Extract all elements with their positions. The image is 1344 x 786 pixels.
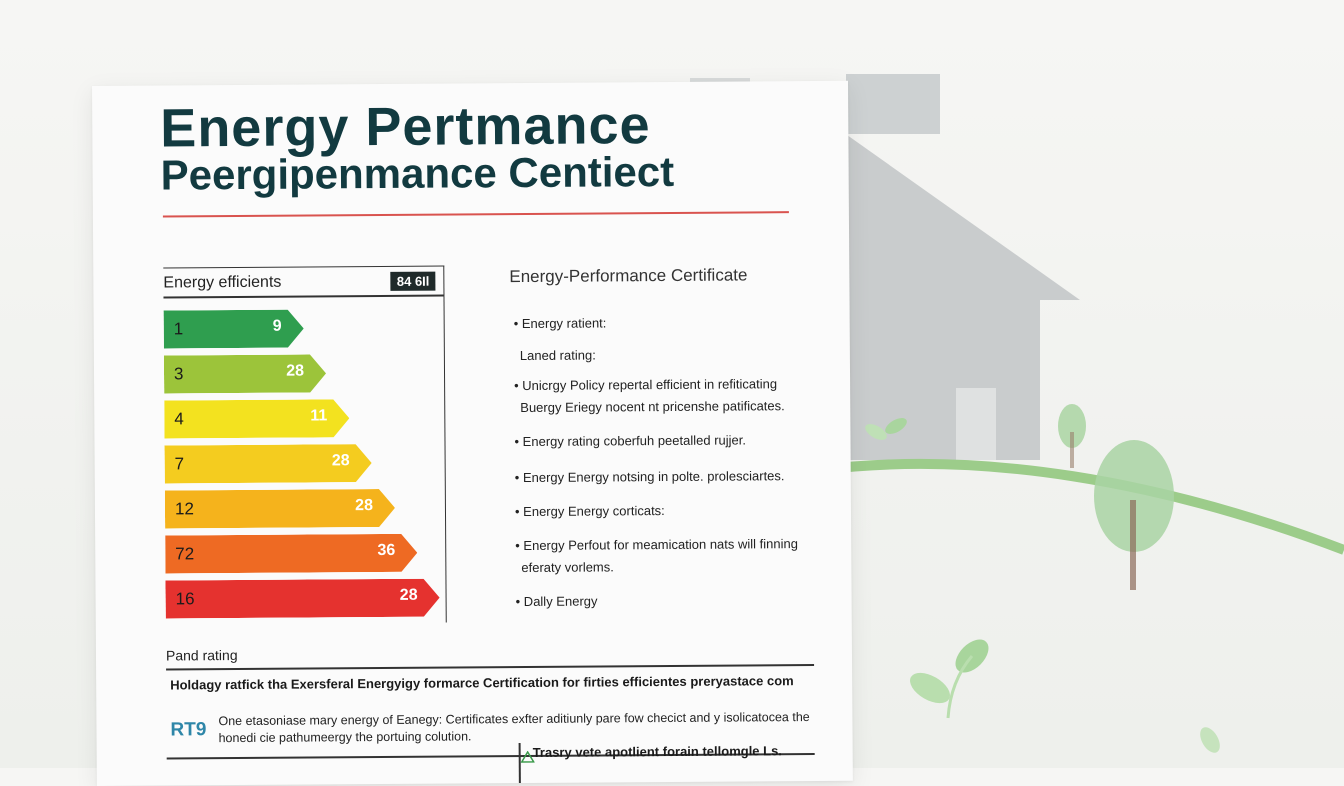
rating-bar-band: 16 xyxy=(175,589,195,609)
leaf-icon xyxy=(1200,727,1220,753)
small-tree-icon xyxy=(1058,404,1086,468)
rating-bar-band: 72 xyxy=(175,544,195,564)
rating-bar-value: 36 xyxy=(377,541,396,560)
sprout-icon xyxy=(865,418,907,440)
rating-bar-value: 28 xyxy=(399,586,418,604)
rating-bar: 16 28 xyxy=(165,579,439,619)
rating-bar-band: 12 xyxy=(174,499,194,519)
side-title: Energy-Performance Certificate xyxy=(509,265,748,287)
rating-bar-value: 11 xyxy=(310,407,328,425)
rating-badge: 84 6Il xyxy=(390,271,436,291)
side-list-item: • Energy rating coberfuh peetalled rujje… xyxy=(514,432,747,450)
bottom-divider xyxy=(166,663,815,670)
rating-label: Pand rating xyxy=(165,646,238,664)
side-list-item: Buergy Eriegy nocent nt pricenshe patifi… xyxy=(520,398,785,416)
side-list-item: eferaty vorlems. xyxy=(521,559,614,576)
rating-bar-value: 28 xyxy=(355,497,373,515)
triangle-icon xyxy=(520,750,535,763)
title-divider xyxy=(162,211,789,218)
document-subtitle: Peergipenmance Centiect xyxy=(160,147,675,199)
side-list-item: • Energy Energy corticats: xyxy=(514,503,665,520)
rating-bar: 4 11 xyxy=(164,399,349,438)
rating-bar-band: 1 xyxy=(173,319,184,339)
rating-bar-band: 3 xyxy=(173,364,184,384)
bottom-text: One etasoniase mary energy of Eanegy: Ce… xyxy=(218,710,810,746)
side-list-item: Laned rating: xyxy=(519,347,596,364)
side-list: • Energy ratient: Laned rating: • Unicrgy … xyxy=(514,311,814,609)
rating-bar-band: 7 xyxy=(174,454,185,474)
rating-bars: 1 9 3 28 4 11 7 28 12 28 72 36 16 28 xyxy=(164,309,440,626)
certificate-sheet: Energy Pertmance Peergipenmance Centiect… xyxy=(92,80,853,786)
column-divider xyxy=(518,743,521,784)
rating-panel: Energy efficients 84 6Il 1 9 3 28 4 11 7 28 12 28… xyxy=(163,265,447,626)
rating-bar: 7 28 xyxy=(165,444,372,483)
rating-panel-title: Energy efficients xyxy=(163,273,282,292)
rating-bar-band: 4 xyxy=(174,409,184,429)
bottom-note: Trasry vete apotlient forain tellomgle L… xyxy=(532,743,782,760)
side-list-item: • Energy ratient: xyxy=(513,315,607,332)
rating-bar-value: 28 xyxy=(286,362,305,380)
rating-bar-value: 9 xyxy=(272,317,282,335)
bottom-heading: Holdagy ratfick tha Exersferal Energyigy… xyxy=(170,673,794,693)
rating-bar: 72 36 xyxy=(165,534,417,574)
leaf-icon xyxy=(910,639,989,719)
rating-bar-value: 28 xyxy=(331,452,350,470)
rating-code: RT9 xyxy=(170,719,207,741)
side-list-item: • Dally Energy xyxy=(515,593,598,610)
side-list-item: • Energy Energy notsing in polte. proles… xyxy=(514,468,785,486)
side-list-item: • Energy Perfout for meamication nats wi… xyxy=(515,536,799,554)
rating-bar: 12 28 xyxy=(165,489,395,529)
hill-with-trees xyxy=(820,440,1344,590)
house-silhouette xyxy=(690,74,1080,460)
side-list-item: • Unicrgy Policy repertal efficient in r… xyxy=(514,376,778,394)
panel-divider xyxy=(163,294,444,299)
rating-bar: 3 28 xyxy=(164,354,326,393)
